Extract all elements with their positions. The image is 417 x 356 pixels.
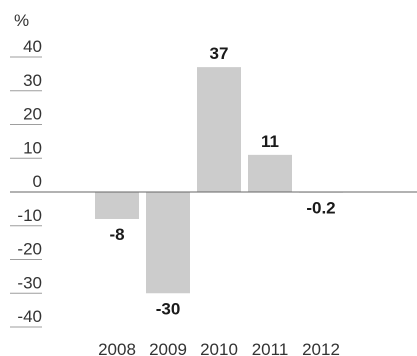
data-label-2012: -0.2: [306, 199, 335, 218]
y-tick-label: -20: [17, 240, 42, 259]
y-tick-label: -40: [17, 307, 42, 326]
bars: [95, 67, 343, 294]
y-tick-labels: 40 30 20 10 0 -10 -20 -30 -40: [17, 37, 42, 326]
y-tick-label: 0: [33, 172, 42, 191]
category-label-2010: 2010: [200, 340, 238, 356]
category-label-2008: 2008: [98, 340, 136, 356]
data-label-2008: -8: [109, 225, 124, 244]
data-label-2011: 11: [261, 132, 279, 151]
y-tick-label: 10: [23, 138, 42, 157]
category-label-2012: 2012: [302, 340, 340, 356]
bar-2009: [146, 192, 190, 294]
data-label-2009: -30: [156, 299, 181, 318]
category-label-2009: 2009: [149, 340, 187, 356]
bar-2008: [95, 192, 139, 219]
y-tick-label: -30: [17, 273, 42, 292]
y-tick-label: 40: [23, 37, 42, 56]
y-tick-label: 20: [23, 105, 42, 124]
y-tick-label: -10: [17, 206, 42, 225]
data-label-2010: 37: [210, 44, 229, 63]
x-category-labels: 2008 2009 2010 2011 2012: [98, 340, 340, 356]
grid-lines: [10, 56, 42, 328]
unit-label: %: [14, 11, 29, 30]
bar-2011: [248, 154, 292, 192]
y-tick-label: 30: [23, 71, 42, 90]
category-label-2011: 2011: [252, 340, 289, 356]
data-labels: -8 -30 37 11 -0.2: [109, 44, 335, 318]
bar-2010: [197, 67, 241, 192]
